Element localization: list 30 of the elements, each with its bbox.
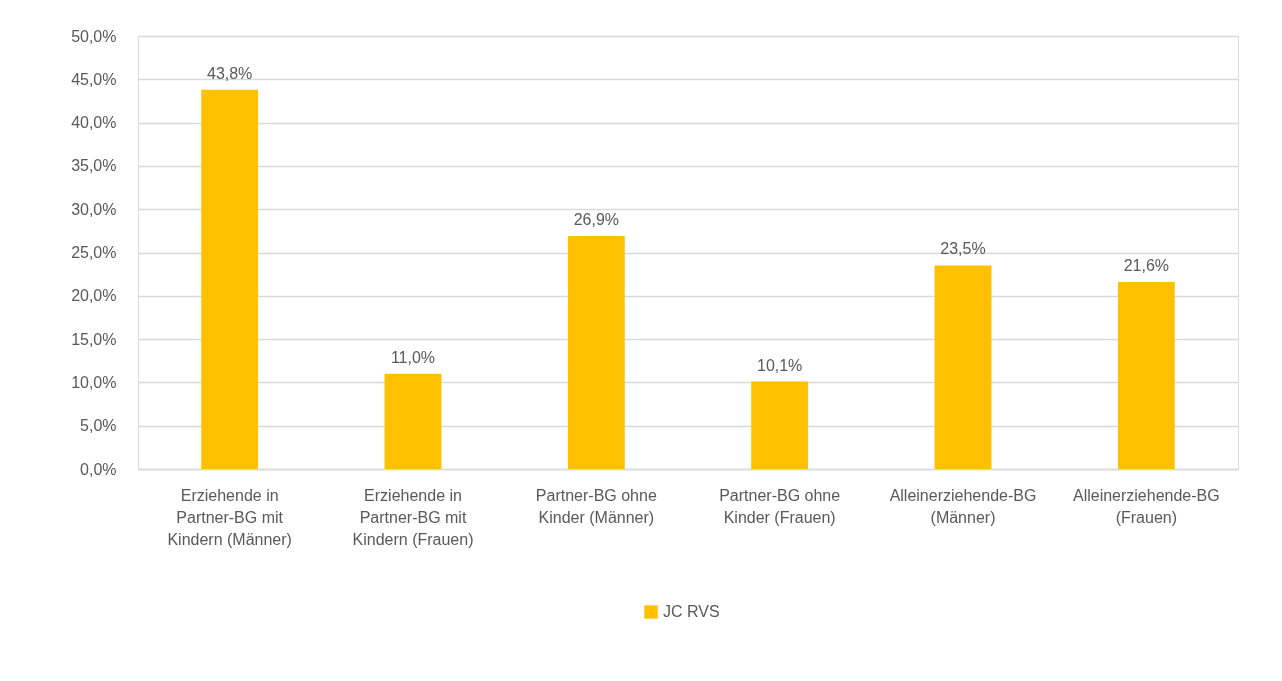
data-label: 11,0% — [390, 348, 436, 366]
data-label: 21,6% — [1123, 256, 1170, 274]
data-label: 23,5% — [940, 240, 986, 258]
y-tick-label: 5,0% — [80, 417, 117, 435]
y-tick-label: 50,0% — [71, 27, 117, 45]
x-tick-label: Alleinerziehende-BG (Frauen) — [1072, 486, 1220, 526]
bar — [201, 89, 259, 469]
legend-label: JC RVS — [663, 603, 720, 620]
y-tick-label: 45,0% — [71, 70, 117, 88]
y-tick-label: 0,0% — [80, 460, 117, 478]
bar — [1117, 281, 1175, 469]
y-tick-label: 10,0% — [71, 373, 117, 391]
x-tick-label: Erziehende in Partner-BG mit Kindern (Frauen) — [352, 486, 474, 548]
x-tick-label: Partner-BG ohne Kinder (Männer) — [535, 486, 657, 526]
bar — [934, 265, 992, 469]
x-tick-label: Alleinerziehende-BG (Männer) — [889, 486, 1037, 526]
y-tick-label: 30,0% — [71, 200, 117, 218]
x-tick-label: Partner-BG ohne Kinder (Frauen) — [719, 486, 841, 526]
y-tick-label: 35,0% — [71, 157, 117, 175]
data-label: 26,9% — [573, 211, 620, 229]
data-label: 10,1% — [756, 356, 803, 374]
y-tick-label: 40,0% — [71, 114, 117, 132]
bar — [567, 236, 625, 469]
data-label: 43,8% — [206, 64, 253, 82]
bar — [751, 381, 809, 469]
bar — [384, 373, 442, 469]
x-tick-label: Erziehende in Partner-BG mit Kindern (Männer) — [167, 486, 292, 548]
y-tick-label: 25,0% — [71, 244, 117, 261]
y-tick-label: 20,0% — [71, 287, 117, 305]
y-tick-label: 15,0% — [71, 330, 117, 348]
